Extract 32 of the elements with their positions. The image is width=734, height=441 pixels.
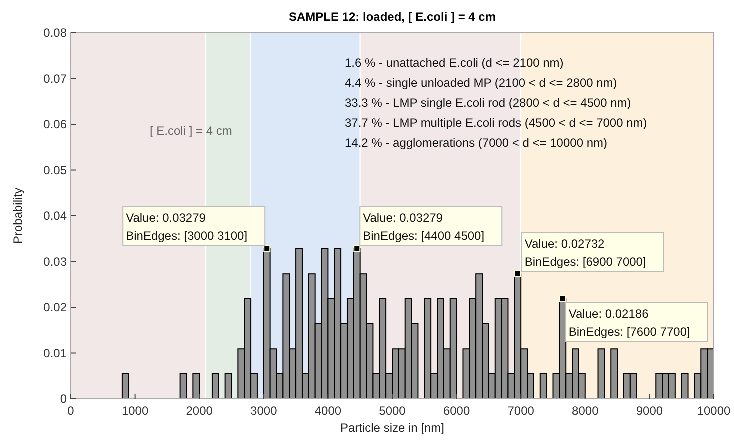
annotation: Value: 0.03279 BinEdges: [3000 3100] [126, 210, 248, 243]
y-tick-label: 0.08 [44, 26, 68, 40]
x-tick-label: 3000 [250, 404, 278, 418]
y-tick-label: 0.07 [44, 72, 68, 86]
annotation: 37.7 % - LMP multiple E.coli rods (4500 < d <= 7000 nm) [345, 116, 648, 130]
x-tick-label: 10000 [697, 404, 732, 418]
y-axis-title: Probability [11, 188, 25, 244]
annotation: [ E.coli ] = 4 cm [150, 124, 232, 138]
x-tick-label: 4000 [314, 404, 342, 418]
annotation: Value: 0.03279 BinEdges: [4400 4500] [363, 210, 485, 243]
x-tick-label: 1000 [122, 404, 149, 418]
annotation: 1.6 % - unattached E.coli (d <= 2100 nm) [345, 56, 564, 70]
annotation: 33.3 % - LMP single E.coli rod (2800 < d <= 4500 nm) [345, 96, 632, 110]
x-axis-title: Particle size in [nm] [340, 421, 445, 435]
y-tick-label: 0.06 [44, 118, 68, 132]
chart-title: SAMPLE 12: loaded, [ E.coli ] = 4 cm [288, 10, 496, 24]
annotation: 4.4 % - single unloaded MP (2100 < d <= 2800 nm) [345, 76, 618, 90]
annotation: Value: 0.02186 BinEdges: [7600 7700] [568, 306, 690, 339]
y-tick-label: 0.01 [44, 346, 68, 360]
annotation: 14.2 % - agglomerations (7000 < d <= 10000 nm) [345, 136, 608, 150]
x-tick-label: 8000 [572, 404, 600, 418]
x-tick-label: 9000 [636, 404, 664, 418]
y-tick-label: 0.04 [44, 209, 68, 223]
y-tick-label: 0.02 [44, 300, 68, 314]
x-tick-label: 6000 [443, 404, 470, 418]
y-tick-label: 0.05 [44, 163, 68, 178]
y-tick-label: 0.03 [44, 254, 68, 269]
annotation: Value: 0.02732 BinEdges: [6900 7000] [524, 237, 646, 270]
x-tick-label: 5000 [379, 404, 406, 418]
x-tick-label: 7000 [508, 404, 535, 418]
y-tick-label: 0 [60, 392, 68, 406]
x-tick-label: 2000 [186, 404, 214, 418]
